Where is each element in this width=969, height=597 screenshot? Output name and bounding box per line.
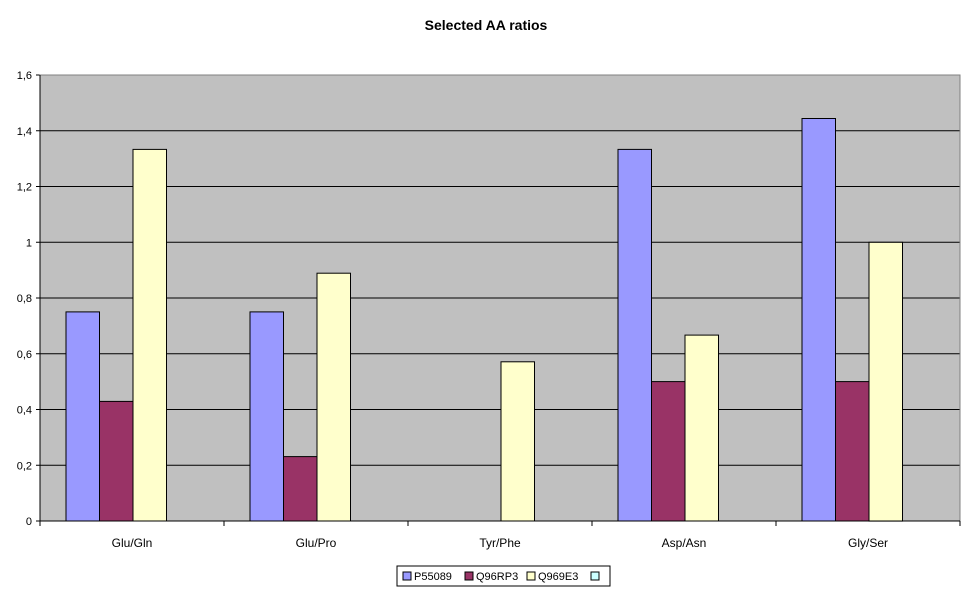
bar-q96rp3: [283, 456, 318, 522]
y-tick-label: 1,6: [17, 70, 32, 82]
y-tick-label: 0: [26, 516, 32, 528]
x-tick-label: Glu/Pro: [296, 536, 337, 550]
bar-p55089: [617, 148, 652, 522]
x-tick-label: Tyr/Phe: [479, 536, 521, 550]
x-tick-label: Glu/Gln: [112, 536, 153, 550]
bar-q969e3: [500, 361, 535, 522]
legend-swatch: [526, 571, 536, 581]
bar-q96rp3: [99, 400, 134, 522]
legend-swatch: [402, 571, 412, 581]
y-tick-label: 0,6: [17, 349, 32, 361]
x-tick-label: Asp/Asn: [662, 536, 707, 550]
legend-box: [396, 565, 611, 587]
legend-label: Q96RP3: [476, 571, 518, 583]
y-tick-label: 0,2: [17, 460, 32, 472]
bar-p55089: [249, 311, 284, 522]
bar-p55089: [65, 311, 100, 522]
plot-area: 0 0,2 0,4 0,6 0,8 1 1,2 1,4 1,6 Glu/Gln Glu/Pro Tyr…: [17, 70, 961, 550]
y-tick-label: 1,4: [17, 126, 32, 138]
y-tick-label: 0,8: [17, 293, 32, 305]
bar-q969e3: [868, 241, 903, 522]
chart-title: Selected AA ratios: [425, 17, 548, 33]
legend-swatch: [590, 571, 600, 581]
x-tick-label: Gly/Ser: [848, 536, 888, 550]
legend-label: P55089: [414, 571, 452, 583]
bar-q969e3: [684, 334, 719, 522]
legend-swatch: [464, 571, 474, 581]
bar-q969e3: [316, 272, 351, 522]
y-tick-label: 1,2: [17, 182, 32, 194]
bar-q969e3: [132, 148, 167, 522]
bar-p55089: [801, 118, 836, 522]
y-tick-label: 0,4: [17, 405, 32, 417]
y-tick-label: 1: [26, 237, 32, 249]
bar-q96rp3: [651, 381, 686, 522]
bar-q96rp3: [835, 381, 870, 522]
legend-label: Q969E3: [538, 571, 578, 583]
legend: P55089 Q96RP3 Q969E3: [396, 565, 611, 587]
